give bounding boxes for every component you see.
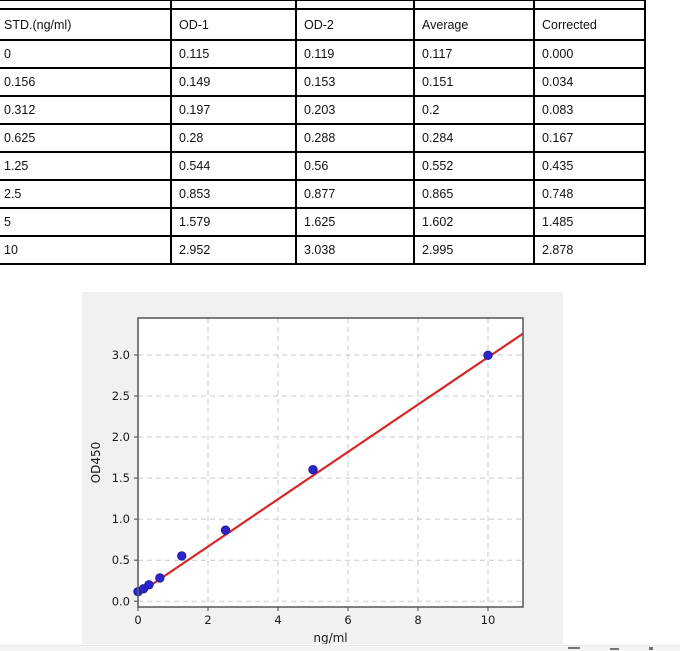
x-axis-tick-label: 2 — [204, 613, 211, 627]
y-axis-tick-label: 1.5 — [112, 471, 130, 485]
x-axis-tick-label: 4 — [274, 613, 281, 627]
table-cell: 0.865 — [413, 179, 535, 209]
clipped-top-row — [0, 0, 646, 10]
y-axis-tick-label: 2.5 — [112, 389, 130, 403]
data-point — [308, 465, 318, 475]
x-axis-tick-label: 6 — [344, 613, 351, 627]
clipped-bottom-row — [0, 645, 680, 651]
table-cell: 2.995 — [413, 235, 535, 265]
table-cell: 0.748 — [533, 179, 646, 209]
table-cell: 5 — [0, 207, 172, 237]
table-cell: 0.853 — [170, 179, 297, 209]
table-cell: 0.203 — [295, 95, 415, 125]
clipped-top-cell — [295, 0, 415, 10]
table-cell: 2.5 — [0, 179, 172, 209]
data-point — [220, 525, 231, 535]
data-point — [177, 551, 187, 561]
table-cell: 0.117 — [413, 39, 535, 69]
x-axis-tick-label: 8 — [414, 613, 421, 627]
table-cell: 1.25 — [0, 151, 172, 181]
y-axis-tick-label: 0.0 — [112, 594, 130, 608]
table-cell: 0.312 — [0, 95, 172, 125]
table-cell: 3.038 — [295, 235, 415, 265]
table-cell: 0.083 — [533, 95, 646, 125]
data-point — [483, 350, 493, 361]
table-cell: 0.435 — [533, 151, 646, 181]
y-axis-label: OD450 — [89, 442, 103, 484]
standard-curve-chart: 0 2 4 6 8 10 0.0 0.5 1.0 1.5 2.0 2.5 3.0 ng/ml OD450 — [89, 317, 524, 644]
table-cell: 0.625 — [0, 123, 172, 153]
fit-line — [137, 332, 524, 595]
column-header: Corrected — [533, 8, 646, 41]
x-axis-tick-label: 10 — [481, 613, 496, 627]
clipped-glyph — [568, 647, 580, 649]
table-cell: 0.034 — [533, 67, 646, 97]
table-cell: 0.877 — [295, 179, 415, 209]
table-cell: 0.544 — [170, 151, 297, 181]
table-cell: 0 — [0, 39, 172, 69]
table-row: 2.5 0.853 0.877 0.865 0.748 — [0, 179, 646, 209]
column-header: OD-2 — [295, 8, 415, 41]
clipped-top-cell — [413, 0, 535, 10]
table-row: 0.625 0.28 0.288 0.284 0.167 — [0, 123, 646, 153]
table-cell: 0.284 — [413, 123, 535, 153]
table-cell: 10 — [0, 235, 172, 265]
column-header: OD-1 — [170, 8, 297, 41]
table-cell: 1.602 — [413, 207, 535, 237]
clipped-top-cell — [0, 0, 172, 10]
clipped-glyph — [649, 647, 653, 650]
table-row: 10 2.952 3.038 2.995 2.878 — [0, 235, 646, 265]
table-cell: 0.115 — [170, 39, 297, 69]
table-cell: 0.28 — [170, 123, 297, 153]
table-cell: 0.156 — [0, 67, 172, 97]
table-cell: 0.167 — [533, 123, 646, 153]
table-cell: 2.878 — [533, 235, 646, 265]
table-cell: 0.197 — [170, 95, 297, 125]
standard-curve-figure: 0 2 4 6 8 10 0.0 0.5 1.0 1.5 2.0 2.5 3.0 ng/ml OD450 — [82, 292, 563, 644]
table-cell: 1.485 — [533, 207, 646, 237]
y-axis-tick-label: 2.0 — [112, 430, 130, 444]
clipped-top-cell — [170, 0, 297, 10]
data-point — [144, 580, 154, 590]
table-cell: 0.552 — [413, 151, 535, 181]
table-cell: 0.153 — [295, 67, 415, 97]
x-axis-tick-label: 0 — [134, 613, 141, 627]
table-cell: 0.151 — [413, 67, 535, 97]
table-cell: 0.119 — [295, 39, 415, 69]
clipped-top-cell — [533, 0, 646, 10]
y-axis-tick-label: 3.0 — [112, 348, 130, 362]
table-cell: 0.149 — [170, 67, 297, 97]
y-axis-tick-label: 1.0 — [112, 512, 130, 526]
x-axis-label: ng/ml — [313, 631, 347, 644]
table-cell: 1.625 — [295, 207, 415, 237]
column-header: Average — [413, 8, 535, 41]
table-cell: 0.56 — [295, 151, 415, 181]
standards-table: STD.(ng/ml) OD-1 OD-2 Average Corrected 0 0.11… — [0, 0, 646, 265]
axes-frame — [137, 317, 524, 608]
table-cell: 1.579 — [170, 207, 297, 237]
table-cell: 0.000 — [533, 39, 646, 69]
table-row: 0.156 0.149 0.153 0.151 0.034 — [0, 67, 646, 97]
table-row: 0.312 0.197 0.203 0.2 0.083 — [0, 95, 646, 125]
table-cell: 0.2 — [413, 95, 535, 125]
table-row: 0 0.115 0.119 0.117 0.000 — [0, 39, 646, 69]
clipped-glyph — [610, 648, 619, 650]
table-cell: 0.288 — [295, 123, 415, 153]
y-axis-tick-label: 0.5 — [112, 553, 130, 567]
table-row: 5 1.579 1.625 1.602 1.485 — [0, 207, 646, 237]
data-point — [155, 573, 165, 583]
table-row: 1.25 0.544 0.56 0.552 0.435 — [0, 151, 646, 181]
table-header-row: STD.(ng/ml) OD-1 OD-2 Average Corrected — [0, 8, 646, 41]
column-header: STD.(ng/ml) — [0, 8, 172, 41]
table-cell: 2.952 — [170, 235, 297, 265]
